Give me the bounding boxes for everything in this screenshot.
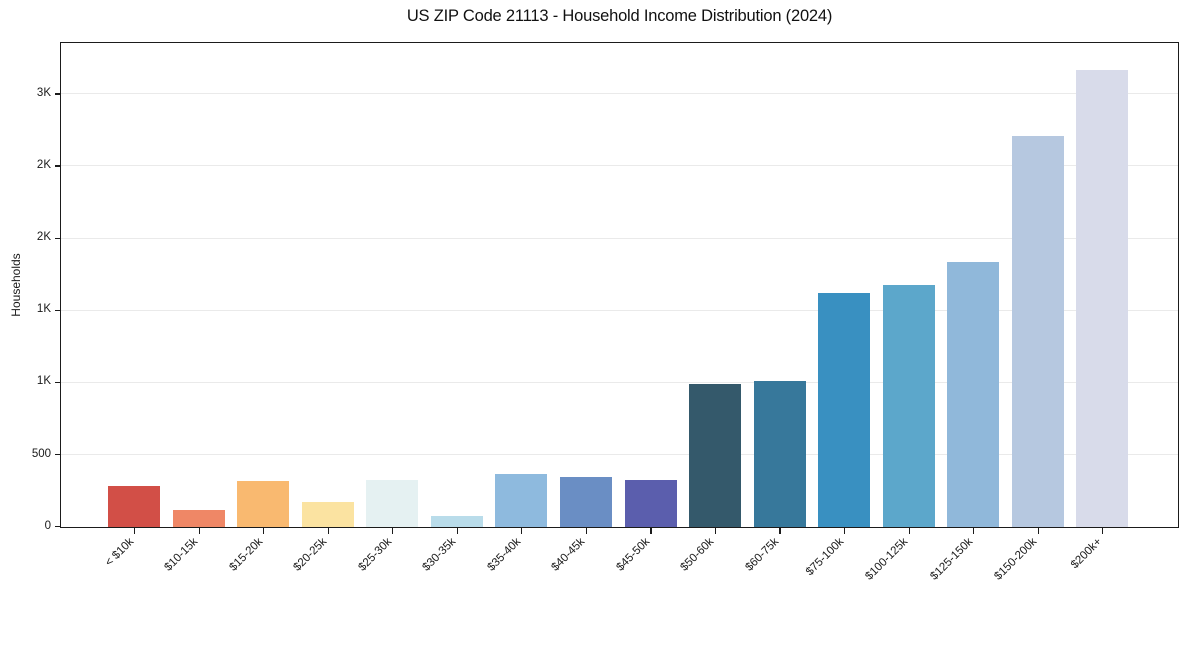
x-tick-mark bbox=[456, 528, 458, 534]
x-tick-label: $200k+ bbox=[1068, 535, 1105, 572]
bar-$125-150k bbox=[947, 262, 1000, 527]
bar-$20-25k bbox=[301, 501, 354, 527]
y-tick-label: 2K bbox=[36, 231, 51, 244]
x-tick-label: $75-100k bbox=[803, 535, 846, 579]
figure: US ZIP Code 21113 - Household Income Dis… bbox=[9, 7, 1179, 583]
bar-$30-35k bbox=[430, 515, 483, 527]
grid-line bbox=[61, 309, 1178, 311]
grid-line bbox=[61, 381, 1178, 383]
x-tick-label: $30-35k bbox=[420, 535, 459, 574]
chart-title: US ZIP Code 21113 - Household Income Dis… bbox=[406, 7, 833, 25]
x-tick-mark bbox=[133, 528, 136, 534]
y-tick-mark bbox=[55, 453, 60, 456]
y-tick-mark bbox=[55, 93, 60, 95]
x-tick-mark bbox=[263, 528, 265, 534]
x-tick-label: < $10k bbox=[102, 535, 136, 569]
y-tick-mark bbox=[55, 165, 60, 167]
y-tick-mark bbox=[55, 526, 60, 528]
x-tick-mark bbox=[392, 528, 394, 534]
x-tick-label: $100-125k bbox=[863, 535, 911, 583]
bar-< $10k bbox=[108, 485, 161, 527]
bar-$10-15k bbox=[172, 510, 225, 527]
x-tick-mark bbox=[843, 528, 846, 534]
x-tick-label: $45-50k bbox=[614, 535, 653, 574]
y-tick-label: 2K bbox=[36, 159, 51, 171]
x-tick-mark bbox=[198, 528, 200, 534]
plot-area bbox=[60, 42, 1179, 528]
x-tick-label: $10-15k bbox=[162, 535, 201, 574]
grid-line bbox=[61, 453, 1178, 455]
bar-$100-125k bbox=[882, 284, 935, 527]
grid-line bbox=[61, 165, 1178, 167]
bar-$150-200k bbox=[1011, 136, 1064, 527]
x-tick-mark bbox=[908, 528, 910, 534]
bar-$75-100k bbox=[818, 292, 871, 527]
x-tick-mark bbox=[1037, 528, 1039, 534]
x-tick-label: $150-200k bbox=[992, 535, 1040, 583]
x-tick-label: $35-40k bbox=[485, 535, 524, 574]
x-tick-label: $15-20k bbox=[226, 535, 265, 574]
bar-$40-45k bbox=[559, 476, 612, 527]
x-tick-mark bbox=[973, 528, 975, 534]
y-tick-mark bbox=[55, 237, 60, 239]
y-tick-mark bbox=[55, 309, 60, 311]
y-tick-label: 1K bbox=[36, 375, 51, 388]
y-tick-label: 3K bbox=[36, 86, 51, 99]
bar-$45-50k bbox=[624, 480, 677, 527]
bar-$200k+ bbox=[1076, 69, 1129, 527]
x-tick-label: $25-30k bbox=[356, 535, 394, 574]
x-tick-label: $60-75k bbox=[743, 535, 782, 574]
bar-$50-60k bbox=[689, 383, 741, 527]
x-tick-label: $40-45k bbox=[549, 535, 588, 574]
x-tick-label: $20-25k bbox=[291, 535, 330, 574]
grid-line bbox=[61, 237, 1178, 239]
y-tick-label: 0 bbox=[44, 519, 51, 532]
x-tick-mark bbox=[1102, 528, 1104, 534]
x-tick-mark bbox=[779, 528, 781, 534]
y-tick-mark bbox=[55, 381, 60, 384]
grid-line bbox=[61, 93, 1178, 95]
bar-$15-20k bbox=[237, 480, 290, 527]
bar-$25-30k bbox=[366, 480, 419, 527]
bar-$60-75k bbox=[753, 381, 806, 527]
x-tick-mark bbox=[585, 528, 587, 534]
x-tick-mark bbox=[521, 528, 523, 534]
x-tick-label: $50-60k bbox=[678, 535, 717, 574]
y-tick-label: 500 bbox=[31, 447, 51, 460]
x-tick-mark bbox=[650, 528, 652, 534]
x-tick-mark bbox=[714, 528, 717, 534]
bar-$35-40k bbox=[495, 474, 548, 527]
x-tick-label: $125-150k bbox=[927, 535, 975, 583]
y-tick-label: 1K bbox=[36, 303, 51, 316]
x-tick-mark bbox=[327, 528, 329, 534]
